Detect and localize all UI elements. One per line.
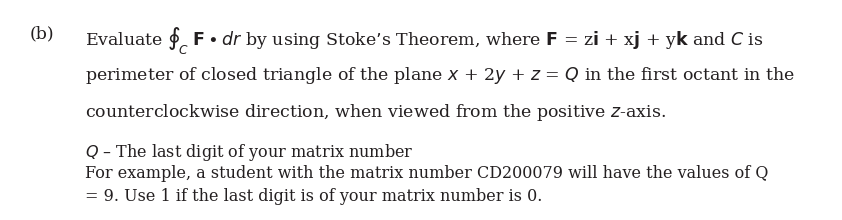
Text: $Q$ – The last digit of your matrix number: $Q$ – The last digit of your matrix numb… xyxy=(85,142,413,163)
Text: Evaluate $\oint_{\!C}$ $\mathbf{F}\bullet d\mathit{r}$ by using Stoke’s Theorem,: Evaluate $\oint_{\!C}$ $\mathbf{F}\bulle… xyxy=(85,25,764,56)
Text: perimeter of closed triangle of the plane $x$ + 2$y$ + $z$ = $Q$ in the first oc: perimeter of closed triangle of the plan… xyxy=(85,65,795,86)
Text: (b): (b) xyxy=(30,25,55,42)
Text: counterclockwise direction, when viewed from the positive $z$-axis.: counterclockwise direction, when viewed … xyxy=(85,102,666,123)
Text: = 9. Use 1 if the last digit is of your matrix number is 0.: = 9. Use 1 if the last digit is of your … xyxy=(85,188,542,205)
Text: For example, a student with the matrix number CD200079 will have the values of Q: For example, a student with the matrix n… xyxy=(85,165,769,182)
